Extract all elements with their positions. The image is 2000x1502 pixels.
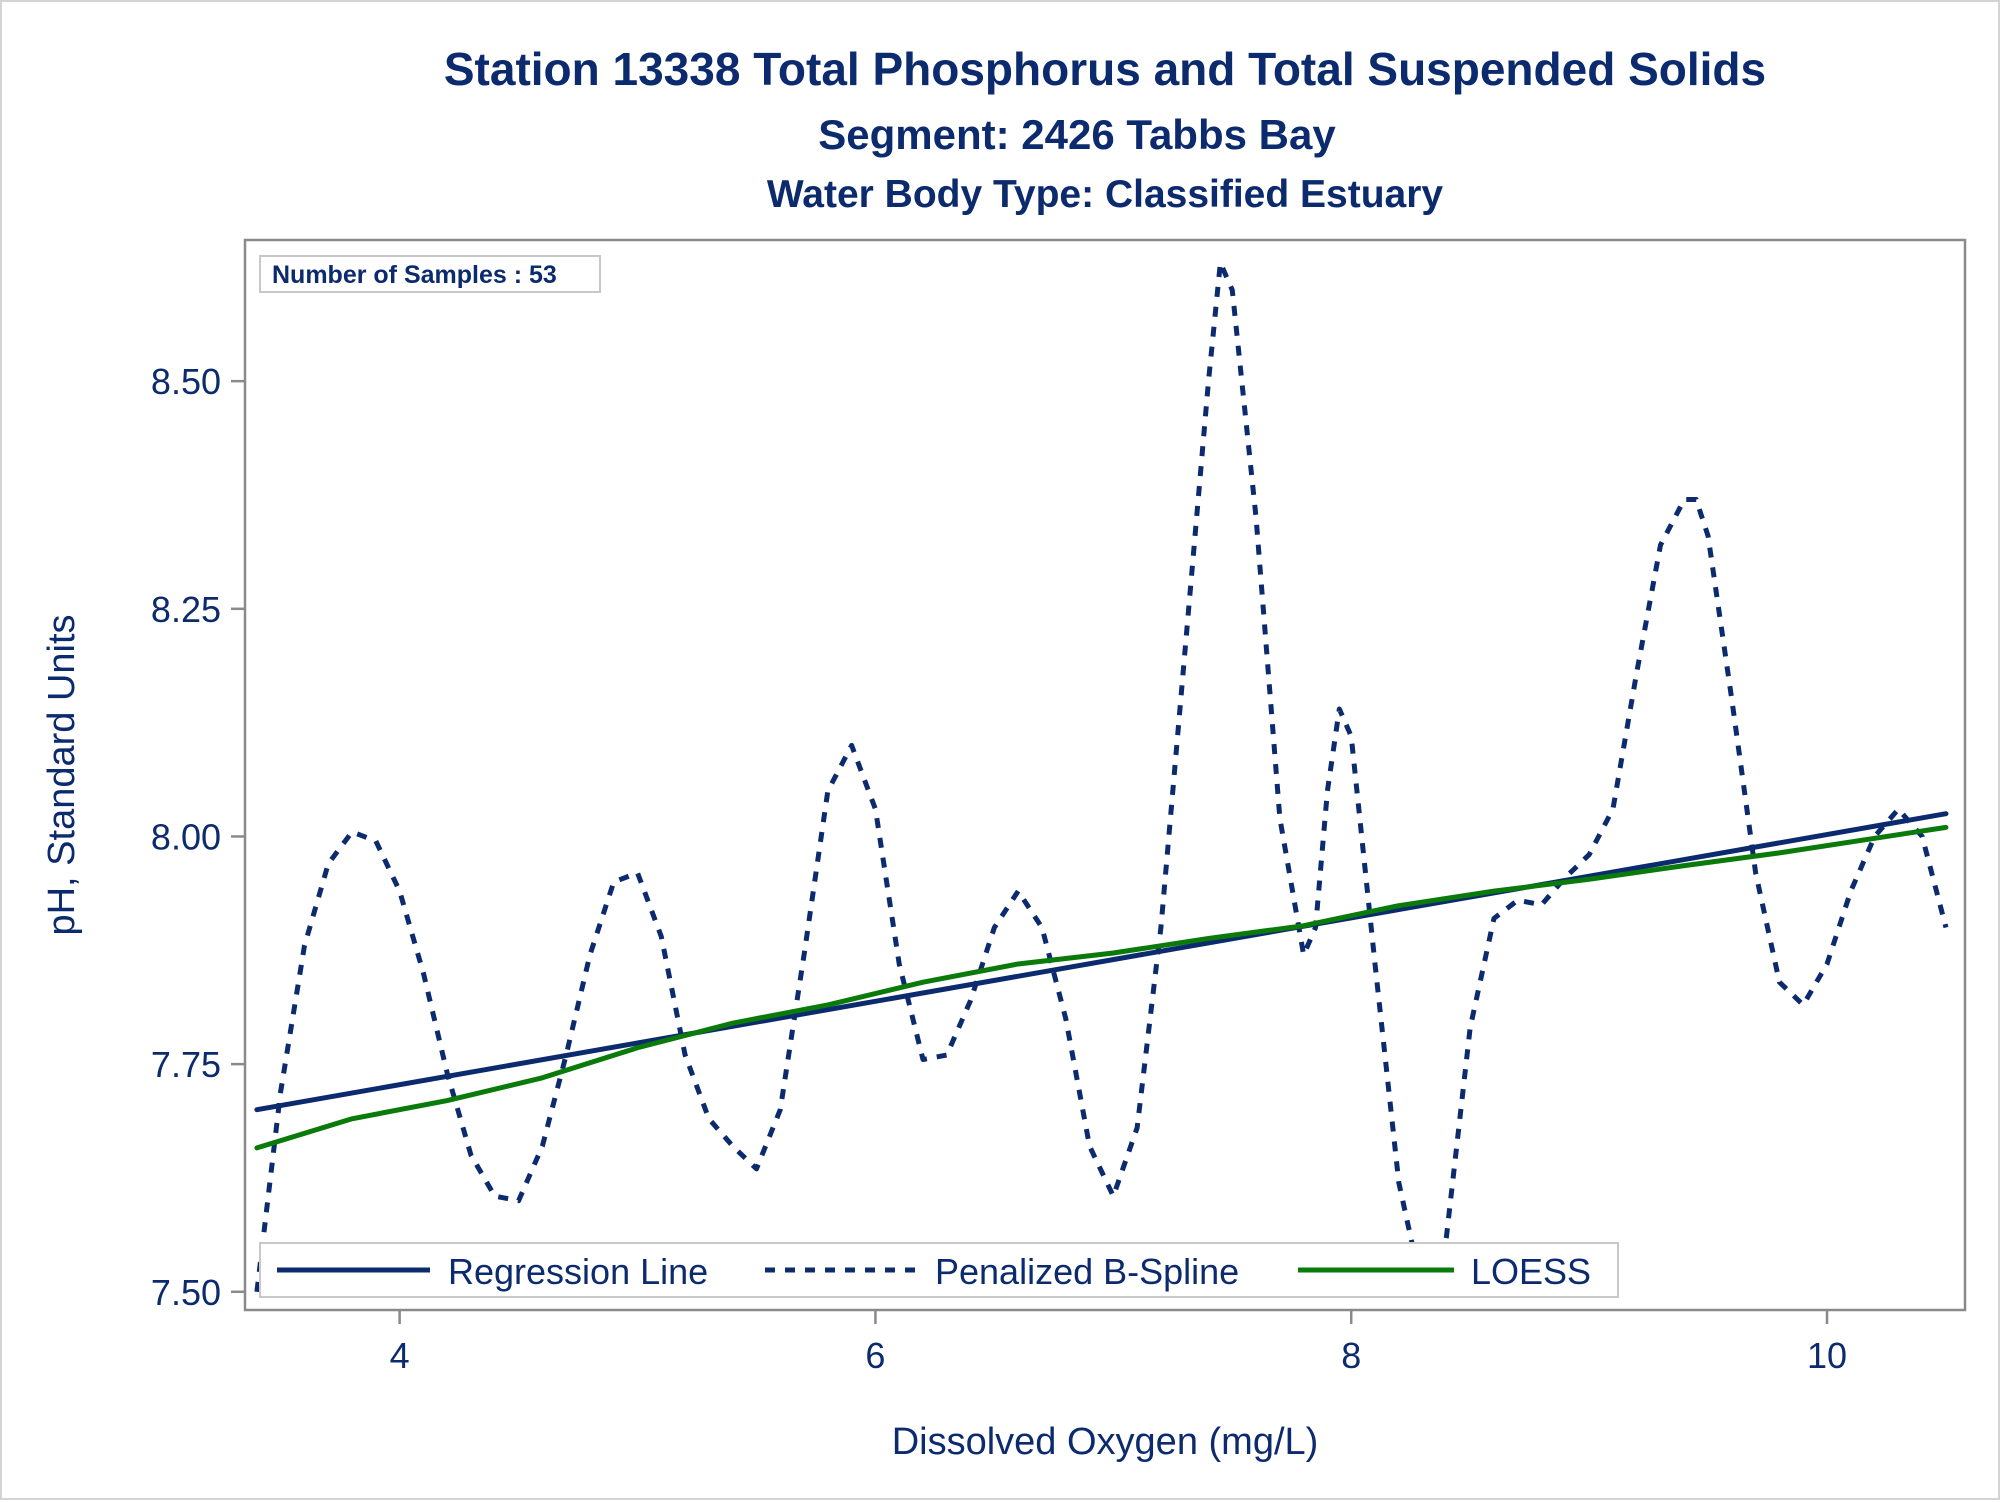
y-tick-label: 8.50 — [151, 361, 221, 402]
sample-count-inset: Number of Samples : 53 — [259, 255, 601, 293]
y-axis: 7.50 7.75 8.00 8.25 8.50 — [151, 361, 245, 1313]
y-tick-label: 8.00 — [151, 816, 221, 857]
x-axis: 4 6 8 10 — [390, 1310, 1847, 1376]
chart-title: Station 13338 Total Phosphorus and Total… — [444, 43, 1766, 95]
series-line-regression — [254, 811, 1949, 1113]
chart-subtitle-2: Water Body Type: Classified Estuary — [767, 173, 1443, 216]
series-line-penalized-b-spline — [254, 260, 1949, 1295]
sample-count-label: Number of Samples : 53 — [272, 261, 557, 289]
y-tick-label: 8.25 — [151, 589, 221, 630]
x-axis-label: Dissolved Oxygen (mg/L) — [892, 1421, 1319, 1463]
legend-label-regression: Regression Line — [448, 1251, 708, 1292]
legend-label-loess: LOESS — [1471, 1251, 1591, 1292]
plot-area — [243, 238, 1967, 1312]
series-layer — [254, 260, 1949, 1295]
legend-label-spline: Penalized B-Spline — [935, 1251, 1239, 1292]
chart-subtitle: Segment: 2426 Tabbs Bay — [818, 111, 1336, 158]
x-tick-label: 8 — [1341, 1335, 1361, 1376]
y-tick-label: 7.75 — [151, 1044, 221, 1085]
x-tick-label: 4 — [390, 1335, 410, 1376]
x-tick-label: 6 — [865, 1335, 885, 1376]
legend: Regression Line Penalized B-Spline LOESS — [259, 1242, 1619, 1298]
x-tick-label: 10 — [1807, 1335, 1847, 1376]
series-line-loess — [254, 824, 1949, 1151]
y-tick-label: 7.50 — [151, 1272, 221, 1313]
y-axis-label: pH, Standard Units — [41, 614, 83, 935]
